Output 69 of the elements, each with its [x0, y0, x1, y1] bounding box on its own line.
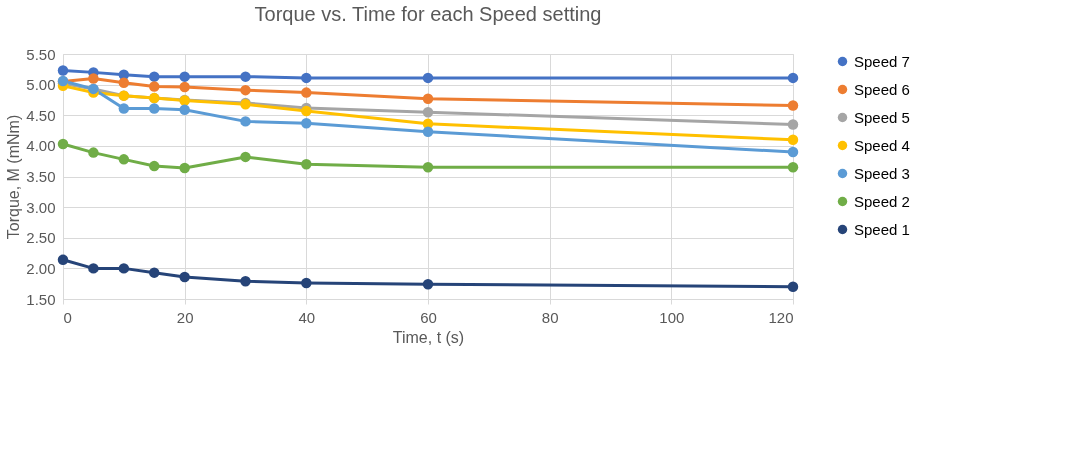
point: [149, 160, 160, 172]
point: [149, 103, 160, 114]
point: [57, 65, 69, 76]
legend-label: Speed 2: [854, 192, 910, 210]
point: [240, 84, 251, 96]
chart-title: Torque vs. Time for each Speed setting: [254, 3, 602, 25]
point: [57, 254, 69, 266]
y-tick-label: 2.50: [26, 229, 56, 247]
x-tick-label: 100: [659, 308, 685, 326]
x-axis-title: Time, t (s): [392, 328, 465, 346]
point: [422, 126, 434, 138]
point: [422, 93, 434, 104]
point: [301, 159, 312, 170]
y-tick-label: 5.00: [26, 76, 56, 94]
point: [179, 271, 190, 283]
point: [787, 119, 799, 130]
legend-label: Speed 1: [854, 220, 910, 238]
point: [422, 106, 434, 118]
point: [787, 162, 799, 173]
point: [240, 276, 251, 287]
legend-label: Speed 7: [854, 52, 910, 70]
point: [422, 72, 434, 84]
point: [787, 281, 799, 292]
point: [422, 279, 434, 290]
point: [118, 77, 130, 89]
x-tick-label: 80: [541, 308, 559, 326]
y-tick-label: 3.00: [26, 198, 56, 216]
point: [149, 71, 160, 82]
point: [422, 162, 434, 173]
point: [57, 138, 69, 150]
point: [179, 162, 190, 174]
point: [149, 267, 160, 278]
point: [179, 104, 190, 115]
y-tick-label: 3.50: [26, 168, 56, 185]
y-tick-label: 2.00: [26, 259, 56, 277]
point: [118, 263, 130, 274]
point: [301, 87, 312, 98]
y-tick-label: 4.50: [26, 106, 56, 124]
point: [179, 81, 190, 93]
legend-label: Speed 6: [854, 80, 910, 98]
point: [240, 151, 251, 163]
x-tick-label: 20: [176, 308, 194, 326]
y-tick-label: 1.50: [26, 290, 56, 308]
point: [118, 103, 130, 114]
legend-label: Speed 4: [854, 136, 910, 154]
legend-label: Speed 3: [854, 164, 910, 182]
point: [787, 72, 799, 84]
point: [301, 72, 312, 84]
legend-label: Speed 5: [854, 108, 910, 126]
point: [301, 117, 312, 129]
point: [88, 263, 99, 274]
x-tick-label: 120: [768, 308, 794, 326]
y-tick-label: 5.50: [26, 45, 56, 63]
point: [149, 81, 160, 92]
point: [179, 71, 190, 82]
y-tick-label: 4.00: [26, 137, 56, 155]
x-tick-label: 40: [298, 308, 316, 326]
point: [787, 146, 799, 158]
point: [787, 134, 799, 145]
point: [88, 147, 99, 158]
y-axis-title: Torque, M (mNm): [5, 114, 23, 240]
point: [240, 71, 251, 82]
point: [240, 116, 251, 127]
x-tick-label: 60: [420, 308, 437, 326]
point: [88, 73, 99, 84]
point: [301, 277, 312, 289]
point: [118, 154, 130, 165]
x-tick-label: 0: [63, 308, 72, 326]
point: [787, 100, 799, 111]
